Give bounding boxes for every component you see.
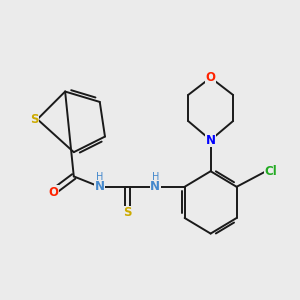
Text: S: S [123, 206, 132, 219]
Text: N: N [206, 134, 216, 146]
Text: H: H [152, 172, 159, 182]
Text: Cl: Cl [265, 165, 278, 178]
Text: N: N [95, 180, 105, 193]
Text: H: H [96, 172, 103, 182]
Text: N: N [150, 180, 160, 193]
Text: S: S [30, 113, 38, 126]
Text: O: O [48, 185, 58, 199]
Text: O: O [206, 71, 216, 84]
